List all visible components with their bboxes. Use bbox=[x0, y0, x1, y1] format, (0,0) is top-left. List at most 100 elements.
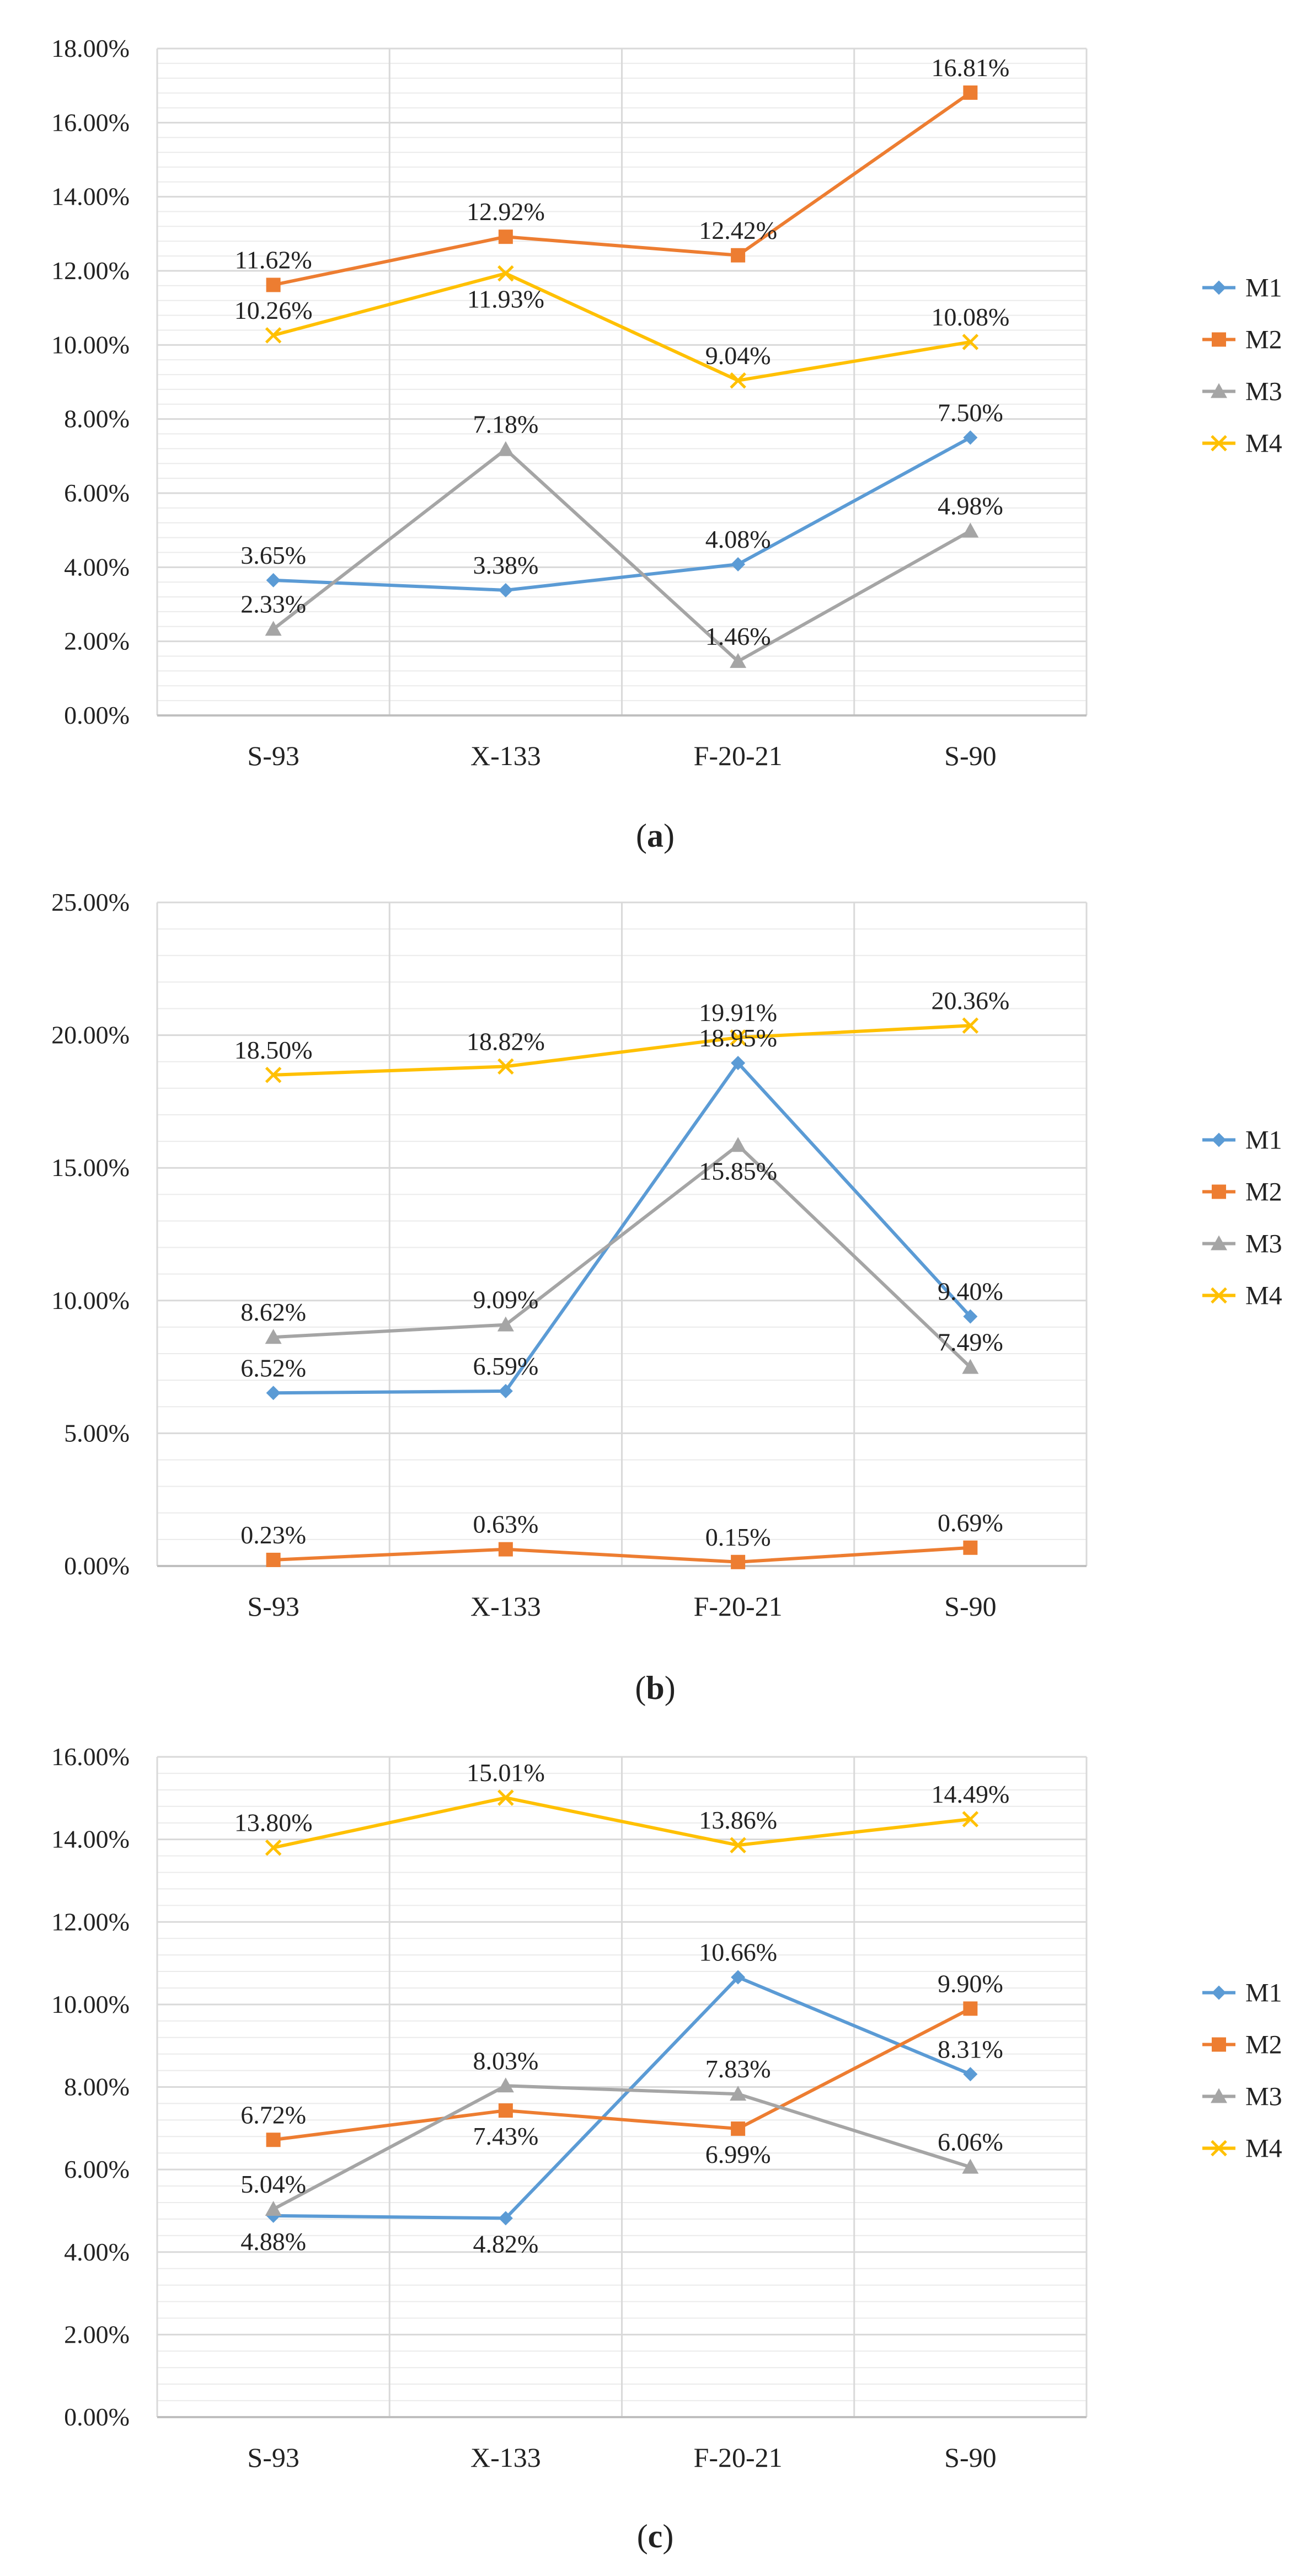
data-label: 6.59% bbox=[473, 1352, 538, 1380]
x-tick-label: S-93 bbox=[247, 2442, 299, 2473]
data-label: 7.83% bbox=[705, 2055, 771, 2083]
series-line-m3 bbox=[272, 447, 971, 663]
data-point-m3 bbox=[265, 2200, 282, 2216]
data-label: 7.43% bbox=[473, 2122, 538, 2150]
chart-panel-a: 0.00% 2.00% 4.00% 6.00% 8.00% 10.00% 12.00% 14.… bbox=[51, 34, 1282, 854]
data-label: 6.06% bbox=[938, 2128, 1003, 2156]
y-tick-label: 12.00% bbox=[51, 256, 130, 285]
caption-letter: c bbox=[648, 2518, 663, 2554]
data-label: 12.92% bbox=[467, 197, 545, 226]
data-point-m2 bbox=[498, 229, 513, 244]
y-tick-label: 16.00% bbox=[51, 1743, 130, 1771]
legend-item-m3: M3 bbox=[1202, 377, 1282, 407]
panel-caption: (a) bbox=[636, 817, 675, 854]
y-tick-label: 8.00% bbox=[64, 405, 130, 433]
legend-label: M4 bbox=[1245, 2134, 1282, 2163]
data-label: 18.95% bbox=[699, 1024, 777, 1052]
legend-label: M3 bbox=[1245, 2082, 1282, 2112]
data-point-m2 bbox=[963, 1540, 978, 1555]
data-point-m2 bbox=[963, 2001, 978, 2016]
y-tick-label: 15.00% bbox=[51, 1153, 130, 1182]
data-label: 3.65% bbox=[240, 541, 306, 569]
caption-paren-close: ) bbox=[665, 1670, 676, 1706]
data-label: 5.04% bbox=[240, 2170, 306, 2198]
y-tick-label: 12.00% bbox=[51, 1907, 130, 1936]
series-line-m3 bbox=[272, 2084, 971, 2211]
legend-label: M2 bbox=[1245, 1178, 1282, 1207]
data-point-m2 bbox=[266, 1552, 281, 1567]
x-tick-label: F-20-21 bbox=[694, 740, 783, 771]
data-label: 11.62% bbox=[235, 246, 312, 274]
legend-marker bbox=[1211, 2088, 1227, 2103]
data-label: 0.23% bbox=[240, 1521, 306, 1549]
y-tick-label: 20.00% bbox=[51, 1021, 130, 1049]
y-tick-label: 4.00% bbox=[64, 553, 130, 581]
legend-item-m4: M4 bbox=[1202, 429, 1282, 458]
data-label: 9.40% bbox=[938, 1278, 1003, 1306]
data-point-m1 bbox=[498, 582, 513, 597]
data-label: 7.49% bbox=[938, 1328, 1003, 1356]
legend-item-m4: M4 bbox=[1202, 1281, 1282, 1311]
data-point-m4 bbox=[962, 334, 979, 350]
x-tick-label: F-20-21 bbox=[694, 1591, 783, 1622]
x-tick-label: S-90 bbox=[944, 1591, 996, 1622]
legend-marker bbox=[1211, 383, 1227, 398]
data-point-m3 bbox=[962, 522, 979, 538]
y-tick-label: 0.00% bbox=[64, 1552, 130, 1580]
series-line-m2 bbox=[273, 91, 972, 287]
legend-label: M2 bbox=[1245, 2030, 1282, 2060]
legend-label: M3 bbox=[1245, 377, 1282, 407]
legend-label: M1 bbox=[1245, 274, 1282, 303]
data-label: 10.66% bbox=[699, 1938, 777, 1966]
series-line-m3 bbox=[273, 1143, 972, 1369]
legend-label: M2 bbox=[1245, 325, 1282, 355]
data-label: 4.88% bbox=[240, 2227, 306, 2256]
legend-label: M1 bbox=[1245, 1979, 1282, 2008]
data-label: 8.03% bbox=[473, 2046, 538, 2075]
data-label: 7.18% bbox=[473, 410, 538, 439]
data-label: 10.08% bbox=[931, 303, 1009, 331]
data-label: 4.82% bbox=[473, 2230, 538, 2258]
series-line-m1 bbox=[273, 436, 971, 592]
series-line-m4 bbox=[272, 1796, 971, 1850]
y-tick-label: 14.00% bbox=[51, 1825, 130, 1853]
x-tick-label: S-93 bbox=[247, 740, 299, 771]
data-label: 0.15% bbox=[705, 1523, 771, 1551]
legend-marker bbox=[1211, 435, 1227, 452]
data-point-m3 bbox=[730, 1137, 747, 1152]
legend-label: M4 bbox=[1245, 1281, 1282, 1311]
data-label: 4.08% bbox=[705, 525, 771, 553]
y-tick-label: 0.00% bbox=[64, 701, 130, 729]
data-point-m2 bbox=[266, 2133, 281, 2147]
x-tick-label: X-133 bbox=[470, 740, 541, 771]
x-tick-label: S-90 bbox=[944, 2442, 996, 2473]
panel-caption: (b) bbox=[635, 1670, 675, 1706]
y-tick-label: 10.00% bbox=[51, 330, 130, 359]
data-label: 2.33% bbox=[240, 590, 306, 618]
data-point-m1 bbox=[963, 2067, 978, 2082]
legend-item-m2: M2 bbox=[1202, 1178, 1282, 1207]
data-point-m2 bbox=[498, 1542, 513, 1557]
caption-paren-open: ( bbox=[637, 2518, 648, 2554]
data-label: 15.01% bbox=[467, 1759, 545, 1787]
x-tick-label: F-20-21 bbox=[694, 2442, 783, 2473]
legend-marker bbox=[1212, 1132, 1226, 1147]
y-tick-label: 5.00% bbox=[64, 1419, 130, 1447]
data-point-m4 bbox=[265, 327, 282, 344]
data-label: 18.50% bbox=[234, 1036, 313, 1064]
data-point-m1 bbox=[498, 1383, 513, 1398]
data-point-m4 bbox=[497, 1058, 514, 1075]
caption-letter: a bbox=[647, 817, 663, 854]
data-point-m2 bbox=[498, 2103, 513, 2118]
data-point-m1 bbox=[731, 1056, 746, 1071]
data-point-m3 bbox=[962, 1359, 979, 1374]
data-point-m3 bbox=[497, 2077, 514, 2093]
data-point-m4 bbox=[265, 1067, 282, 1083]
data-label: 19.91% bbox=[699, 998, 777, 1027]
panel-caption: (c) bbox=[637, 2518, 674, 2554]
data-point-m3 bbox=[497, 1316, 514, 1332]
chart-panel-c: 0.00% 2.00% 4.00% 6.00% 8.00% 10.00% 12.00% 14.… bbox=[51, 1743, 1282, 2554]
data-label: 9.90% bbox=[938, 1969, 1003, 1997]
y-tick-label: 0.00% bbox=[64, 2403, 130, 2431]
y-tick-label: 8.00% bbox=[64, 2073, 130, 2101]
